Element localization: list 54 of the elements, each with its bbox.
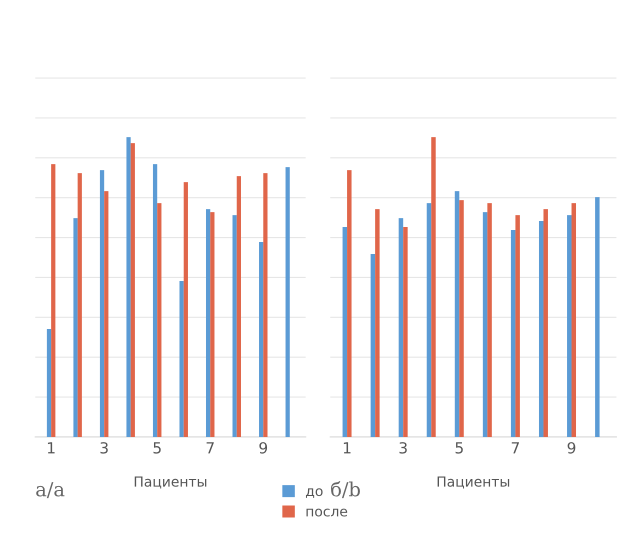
bar	[426, 203, 432, 437]
bar	[403, 227, 408, 437]
bar	[46, 329, 52, 437]
bar	[515, 215, 520, 437]
x-tick-label: 5	[154, 442, 161, 454]
bar	[567, 215, 572, 437]
legend-label: после	[306, 508, 348, 517]
bar	[126, 137, 131, 437]
bar	[51, 164, 56, 437]
x-tick-label: 3	[399, 442, 407, 454]
x-tick-label: 1	[344, 442, 351, 454]
x-axis-title: Пациенты	[438, 476, 510, 489]
bar	[454, 191, 460, 437]
bar	[152, 164, 158, 437]
bar	[375, 209, 380, 437]
bar	[459, 200, 464, 437]
bar	[431, 137, 436, 437]
bar	[342, 227, 348, 437]
x-tick-label: 7	[206, 442, 214, 454]
bar	[184, 182, 188, 437]
bar	[232, 215, 237, 437]
x-axis-title: Пациенты	[134, 476, 206, 489]
bar	[236, 176, 241, 437]
x-tick-label: 9	[259, 442, 268, 454]
bar	[543, 209, 548, 437]
bar	[286, 167, 290, 437]
bar	[130, 143, 135, 437]
x-tick-label: 5	[456, 442, 463, 454]
bar	[595, 197, 600, 437]
bar	[510, 230, 516, 437]
bar	[78, 173, 82, 437]
bar	[179, 281, 184, 437]
bar	[370, 254, 376, 437]
bar	[206, 209, 210, 437]
bar	[347, 170, 352, 437]
bar	[104, 191, 108, 437]
x-tick-label: 7	[512, 442, 519, 454]
bar	[398, 218, 404, 437]
text: б/b	[331, 481, 360, 498]
bar	[572, 203, 576, 437]
x-tick-label: 3	[100, 442, 108, 454]
legend-label: до	[306, 488, 323, 498]
x-tick-label: 1	[48, 442, 55, 454]
bar	[210, 212, 214, 437]
bar	[100, 170, 104, 437]
bar	[487, 203, 492, 437]
bar	[259, 242, 264, 437]
bar	[538, 221, 544, 437]
bar	[73, 218, 78, 437]
text: а/a	[36, 482, 64, 498]
x-tick-label: 9	[568, 442, 576, 454]
bar	[482, 212, 488, 437]
bar	[263, 173, 268, 437]
bar	[157, 203, 162, 437]
